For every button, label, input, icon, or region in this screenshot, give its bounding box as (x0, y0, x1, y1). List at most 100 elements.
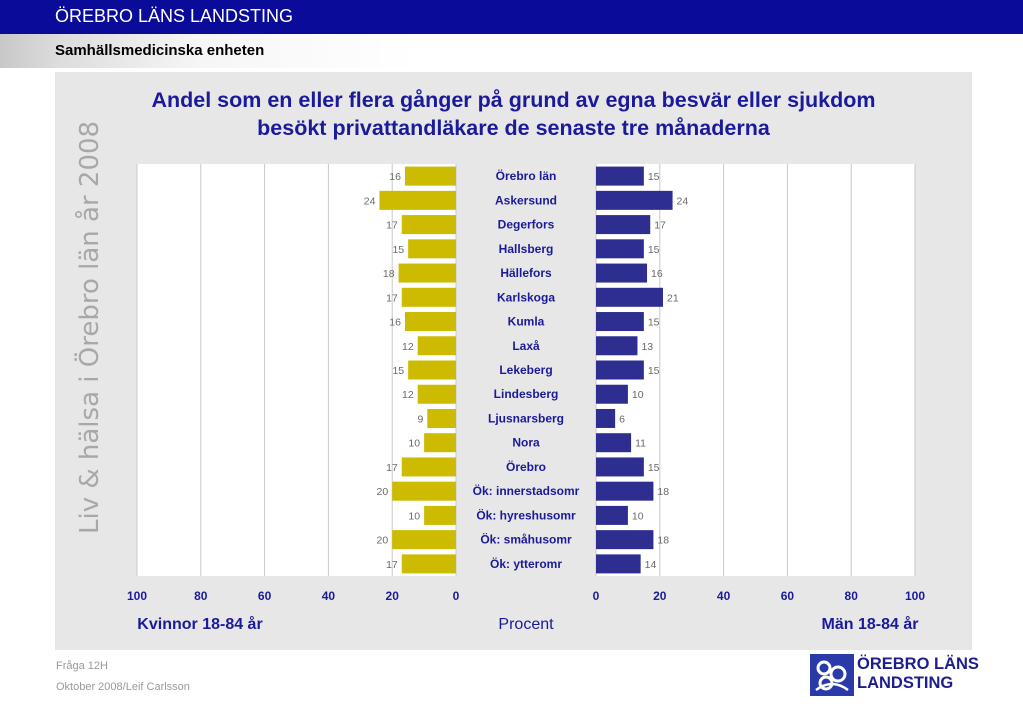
category-label: Kumla (508, 315, 545, 329)
women-value-label: 9 (417, 413, 423, 425)
category-label: Lindesberg (494, 387, 559, 401)
chart-title-line2: besökt privattandläkare de senaste tre m… (257, 116, 770, 140)
women-bar (404, 312, 456, 332)
left-tick-label: 20 (386, 589, 400, 603)
women-value-label: 17 (386, 462, 398, 474)
left-tick-label: 0 (453, 589, 460, 603)
men-bar (596, 384, 628, 404)
men-value-label: 21 (667, 292, 679, 304)
x-axis-label: Procent (498, 616, 554, 633)
chart-title: Andel som en eller flera gånger på grund… (55, 86, 972, 142)
men-value-label: 6 (619, 413, 625, 425)
category-label: Hallsberg (499, 242, 554, 256)
men-bar (596, 312, 644, 332)
category-label: Örebro (506, 459, 546, 474)
logo-text-line1: ÖREBRO LÄNS (857, 655, 979, 673)
men-axis-label: Män 18-84 år (822, 615, 919, 633)
women-value-label: 12 (402, 389, 414, 401)
men-value-label: 24 (677, 195, 689, 207)
men-value-label: 15 (648, 317, 660, 329)
women-value-label: 15 (392, 244, 404, 256)
men-bar (596, 433, 632, 453)
men-bar (596, 408, 616, 428)
women-value-label: 10 (408, 438, 420, 450)
women-bar (379, 190, 456, 210)
right-tick-label: 60 (781, 589, 795, 603)
category-label: Ök: innerstadsomr (473, 483, 580, 498)
men-value-label: 18 (657, 535, 669, 547)
left-tick-label: 60 (258, 589, 272, 603)
men-bar (596, 554, 641, 574)
men-value-label: 13 (641, 341, 653, 353)
organization-logo: ÖREBRO LÄNS LANDSTING (810, 652, 979, 698)
category-label: Nora (512, 436, 540, 450)
category-label: Ljusnarsberg (488, 411, 564, 425)
left-tick-label: 40 (322, 589, 336, 603)
women-value-label: 24 (364, 195, 376, 207)
men-value-label: 14 (645, 559, 657, 571)
men-bar (596, 287, 663, 307)
right-tick-label: 40 (717, 589, 731, 603)
right-tick-label: 0 (593, 589, 600, 603)
organization-title: ÖREBRO LÄNS LANDSTING (55, 6, 294, 26)
category-label: Lekeberg (499, 363, 552, 377)
women-bar (392, 530, 456, 550)
women-value-label: 20 (377, 535, 389, 547)
women-axis-label: Kvinnor 18-84 år (137, 615, 262, 633)
men-value-label: 10 (632, 389, 644, 401)
women-bar (408, 239, 456, 259)
men-bar (596, 530, 654, 550)
category-label: Karlskoga (497, 290, 555, 304)
category-label: Ök: hyreshusomr (476, 507, 576, 522)
women-bar (417, 336, 456, 356)
men-bar (596, 360, 644, 380)
men-bar (596, 457, 644, 477)
women-value-label: 15 (392, 365, 404, 377)
men-bar (596, 215, 651, 235)
men-value-label: 18 (657, 486, 669, 498)
women-bar (401, 554, 456, 574)
women-value-label: 18 (383, 268, 395, 280)
women-value-label: 16 (389, 317, 401, 329)
women-value-label: 20 (377, 486, 389, 498)
women-bar (401, 287, 456, 307)
men-value-label: 11 (635, 438, 646, 450)
category-label: Degerfors (498, 218, 555, 232)
logo-text-line2: LANDSTING (857, 674, 954, 692)
men-bar (596, 239, 644, 259)
women-bar (398, 263, 456, 283)
women-value-label: 16 (389, 171, 401, 183)
men-bar (596, 505, 628, 525)
right-tick-label: 20 (653, 589, 667, 603)
department-name: Samhällsmedicinska enheten (55, 42, 265, 59)
women-value-label: 17 (386, 292, 398, 304)
women-bar (417, 384, 456, 404)
left-tick-label: 100 (127, 589, 147, 603)
category-label: Laxå (512, 339, 540, 353)
category-label: Örebro län (496, 168, 557, 183)
women-bar (401, 457, 456, 477)
men-value-label: 16 (651, 268, 663, 280)
men-value-label: 15 (648, 365, 660, 377)
category-label: Ök: ytteromr (490, 556, 562, 571)
women-bar (424, 505, 456, 525)
men-value-label: 15 (648, 462, 660, 474)
women-bar (404, 166, 456, 186)
men-bar (596, 336, 638, 356)
women-bar (401, 215, 456, 235)
right-tick-label: 100 (905, 589, 925, 603)
right-tick-label: 80 (845, 589, 859, 603)
men-bar (596, 481, 654, 501)
category-label: Hällefors (500, 266, 552, 280)
women-value-label: 10 (408, 510, 420, 522)
men-value-label: 17 (654, 220, 666, 232)
footer-question: Fråga 12H (56, 660, 108, 672)
men-value-label: 15 (648, 171, 660, 183)
men-bar (596, 263, 648, 283)
category-label: Askersund (495, 193, 557, 207)
axis-ticks: 0 0 20 20 40 40 60 60 80 80 100 100 (127, 589, 925, 603)
category-labels: Örebro län Askersund Degerfors Hallsberg Häl… (473, 168, 580, 571)
women-bar (408, 360, 456, 380)
